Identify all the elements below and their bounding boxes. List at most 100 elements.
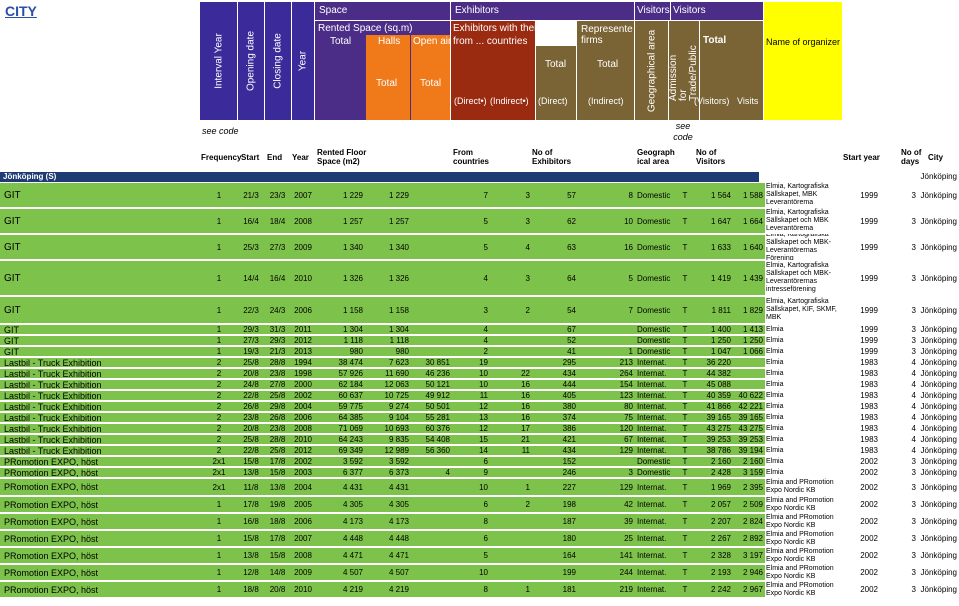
cell-geo: Internat.: [637, 517, 667, 526]
cell-countries: 3: [483, 305, 488, 315]
cell-start: 21/3: [243, 190, 259, 200]
cell-total: 1 326: [342, 273, 363, 283]
cell-days: 3: [911, 585, 916, 594]
cell-firms: 42: [624, 500, 633, 509]
cell-name: PRomotion EXPO, höst: [4, 533, 99, 544]
cell-geo: Internat.: [637, 500, 667, 509]
cell-org: Elmia, Kartografiska Sällskapet och MBK-…: [766, 262, 831, 293]
cell-sy: 2002: [860, 468, 878, 477]
cell-start: 13/8: [243, 468, 259, 477]
cell-visitors: 2 160: [710, 457, 731, 466]
city-link[interactable]: CITY: [5, 3, 37, 19]
cell-sy: 1999: [860, 336, 878, 345]
cell-freq: 1: [216, 551, 222, 560]
cell-end: 16/4: [269, 273, 286, 283]
cell-name: Lastbil - Truck Exhibition: [4, 412, 102, 423]
cell-visitors: 45 088: [706, 380, 731, 389]
cell-freq: 2: [216, 391, 222, 400]
cell-countries: 7: [483, 190, 488, 200]
cell-name: PRomotion EXPO, höst: [4, 550, 99, 561]
table-row: GIT 1 27/3 29/3 2012 1 118 1 118 4 52 Domestic T 1 …: [0, 335, 959, 346]
cell-total: 4 507: [342, 568, 363, 577]
cell-city: Jönköping: [920, 325, 957, 334]
cell-direct: 1: [525, 482, 530, 492]
cell-direct: [490, 530, 530, 547]
cell-city: Jönköping: [920, 380, 957, 389]
row-band: [0, 565, 765, 580]
cell-adm: T: [682, 534, 688, 543]
cell-year: 2006: [294, 305, 312, 315]
cell-firms: [577, 324, 633, 335]
cell-year: 2009: [294, 568, 312, 577]
cell-visits: 2 946: [742, 568, 763, 577]
cell-halls: 7 623: [388, 358, 409, 367]
row-band: [0, 261, 765, 295]
cell-adm: T: [682, 435, 688, 444]
cell-countries: 6: [483, 457, 488, 466]
table-row: Lastbil - Truck Exhibition 2 26/8 29/8 2004 5…: [0, 401, 959, 412]
cell-visitors: 2 267: [710, 534, 731, 543]
cell-org: Elmia: [766, 347, 784, 355]
cell-name: Lastbil - Truck Exhibition: [4, 379, 102, 390]
cell-freq: 1: [216, 190, 222, 200]
table-row: PRomotion EXPO, höst 2x1 13/8 15/8 2003 6 377…: [0, 467, 959, 478]
cell-city: Jönköping: [920, 500, 957, 509]
table-row: PRomotion EXPO, höst 1 17/8 19/8 2005 4 305 4 …: [0, 496, 959, 513]
cell-halls: 1 326: [388, 273, 409, 283]
cell-sy: 2002: [860, 457, 878, 466]
cell-visits: 2 892: [742, 534, 763, 543]
cell-freq: 2: [216, 424, 222, 433]
cell-visitors: 1 564: [710, 190, 731, 200]
cell-halls: 12 989: [384, 446, 409, 455]
cell-exh: 54: [567, 305, 576, 315]
cell-total: 69 349: [338, 446, 363, 455]
row-band: [0, 424, 765, 433]
cell-start: 17/8: [243, 500, 259, 509]
cell-visits: 3 197: [742, 551, 763, 560]
year-header: Year: [292, 2, 314, 120]
cell-start: 22/3: [243, 305, 259, 315]
cell-org: Elmia: [766, 391, 784, 399]
cell-open: [410, 208, 450, 234]
group-city: Jönköping: [920, 172, 957, 181]
cell-sy: 1999: [860, 190, 878, 200]
cell-open: [410, 496, 450, 513]
cell-countries: 12: [479, 402, 488, 411]
cell-city: Jönköping: [920, 391, 957, 400]
opening-date-header: Opening date: [238, 2, 264, 120]
cell-firms: 3: [628, 468, 633, 477]
cell-start: 27/3: [243, 336, 259, 345]
cell-total: 4 305: [342, 500, 363, 509]
see-code-note-2: see code: [673, 121, 693, 142]
cell-adm: T: [682, 380, 688, 389]
cell-city: Jönköping: [920, 242, 957, 252]
cell-direct: 22: [521, 369, 530, 378]
cell-freq: 2x1: [212, 457, 226, 466]
cell-total: 1 257: [342, 216, 363, 226]
cell-visits: 1 640: [742, 242, 763, 252]
cell-visits: 2 395: [742, 482, 763, 492]
cell-year: 2012: [294, 446, 312, 455]
cell-halls: 11 690: [385, 369, 409, 378]
cell-year: 2008: [294, 551, 312, 560]
cell-halls: 1 257: [388, 216, 409, 226]
cell-visitors: 1 419: [710, 273, 731, 283]
cell-days: 3: [911, 347, 916, 356]
cell-direct: [490, 467, 530, 478]
cell-geo: Internat.: [637, 551, 667, 560]
cell-firms: 16: [624, 242, 633, 252]
cell-name: Lastbil - Truck Exhibition: [4, 357, 102, 368]
cell-days: 4: [911, 413, 916, 422]
cell-adm: T: [682, 242, 688, 252]
cell-org: Elmia and PRomotion Expo Nordic KB: [766, 479, 834, 494]
cell-visits: 1 588: [742, 190, 763, 200]
cell-firms: 67: [624, 435, 633, 444]
cell-sy: 1983: [860, 391, 878, 400]
cell-adm: T: [682, 517, 688, 526]
cell-days: 3: [911, 216, 916, 226]
cell-freq: 2x1: [212, 482, 226, 492]
cell-total: 64 243: [338, 435, 363, 444]
cell-freq: 1: [216, 347, 222, 356]
cell-halls: 4 507: [388, 568, 409, 577]
cell-sy: 1983: [860, 435, 878, 444]
